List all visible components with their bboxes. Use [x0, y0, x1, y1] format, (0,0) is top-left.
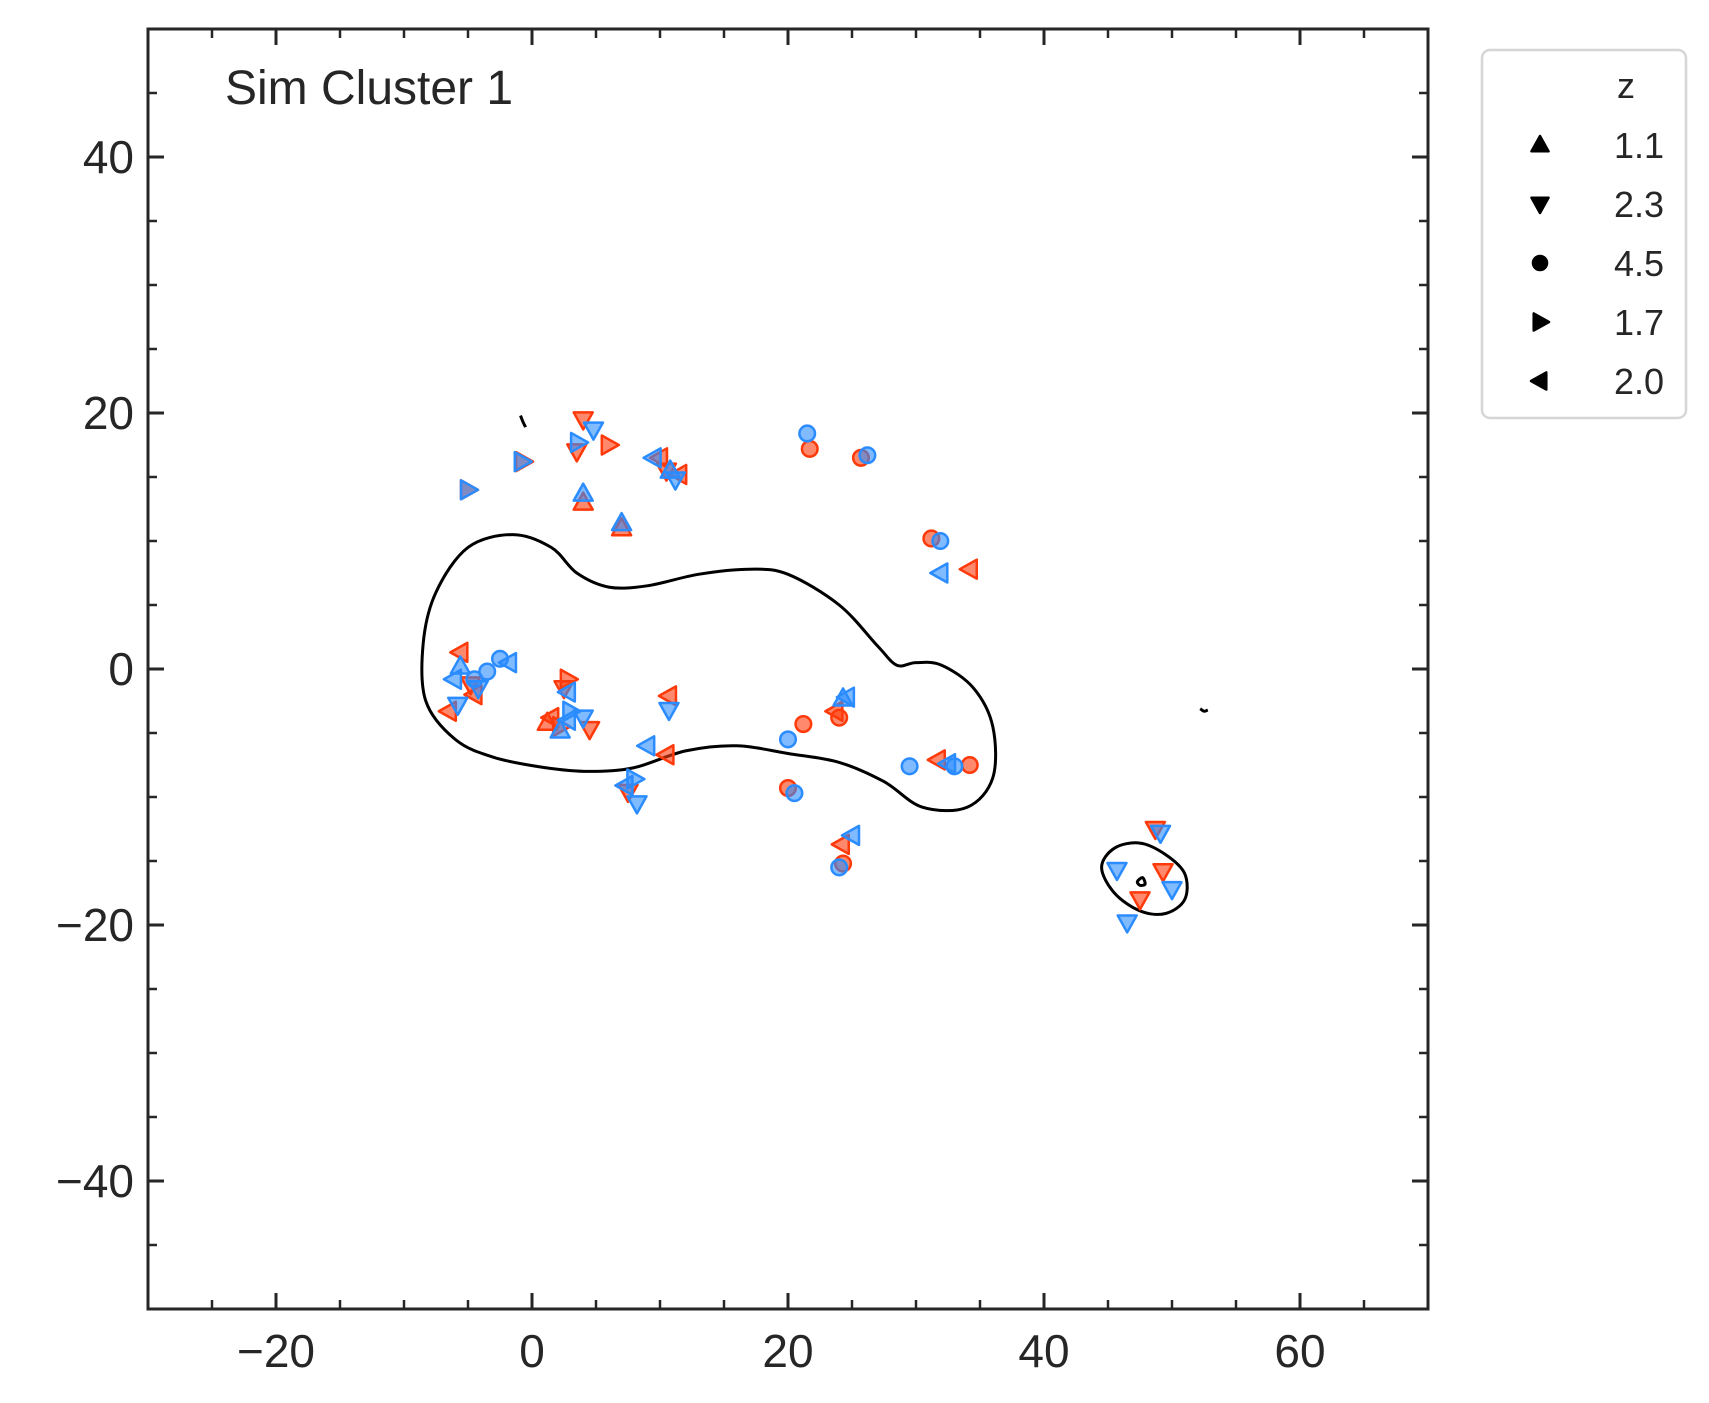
point-layer: [437, 411, 1183, 934]
x-tick-label: 20: [762, 1325, 813, 1377]
data-point-blue-triangle-up: [549, 719, 571, 739]
data-point-blue-circle: [858, 446, 877, 465]
data-point-blue-circle: [785, 784, 804, 803]
legend-label: 1.7: [1614, 302, 1664, 343]
plot-frame: [146, 27, 1430, 1311]
data-point-blue-triangle-left: [840, 824, 861, 847]
data-point-red-triangle-left: [830, 833, 851, 856]
x-tick-label: −20: [237, 1325, 315, 1377]
legend-entry: 4.5: [1531, 243, 1664, 284]
data-point-blue-triangle-down: [467, 679, 489, 700]
data-point-blue-triangle-down: [658, 701, 680, 722]
data-point-blue-triangle-down: [572, 709, 594, 729]
data-point-blue-triangle-right: [513, 450, 534, 473]
data-point-blue-circle: [778, 730, 798, 749]
chart-title: Sim Cluster 1: [225, 62, 513, 115]
data-point-red-triangle-left: [958, 558, 979, 580]
data-point-red-circle: [960, 755, 979, 775]
legend-label: 2.3: [1614, 184, 1664, 225]
series-blue: [442, 421, 1183, 934]
data-point-blue-circle: [830, 858, 849, 877]
x-tick-label: 0: [519, 1325, 545, 1377]
y-tick-label: −40: [56, 1155, 134, 1207]
legend-entry: 2.0: [1529, 361, 1664, 402]
legend-entries: 1.1 2.3 4.5 1.7 2.0: [1529, 125, 1664, 402]
legend-entry: 2.3: [1530, 184, 1664, 225]
legend-title: z: [1617, 65, 1635, 106]
data-point-blue-circle: [900, 757, 919, 776]
y-tick-label: 40: [83, 131, 134, 183]
data-point-red-circle: [794, 714, 813, 734]
data-point-blue-triangle-down: [1149, 824, 1172, 845]
y-tick-label: −20: [56, 899, 134, 951]
main-contour: [420, 533, 998, 813]
data-point-blue-triangle-right: [459, 479, 480, 501]
data-point-blue-triangle-left: [556, 709, 577, 731]
legend-label: 2.0: [1614, 361, 1664, 402]
tick-layer: −20 0 20 40 60 −40 −20 0 20 40: [56, 27, 1430, 1377]
legend-marker-circle: [1531, 254, 1549, 272]
data-point-blue-triangle-right: [569, 431, 590, 454]
data-point-red-triangle-right: [600, 434, 621, 456]
legend-marker-triangle-right: [1532, 312, 1551, 332]
data-point-blue-triangle-down: [664, 471, 687, 491]
data-point-blue-triangle-down: [1106, 861, 1128, 882]
y-tick-label: 20: [83, 387, 134, 439]
data-point-blue-circle: [478, 662, 497, 681]
contour-blob-small: [1135, 876, 1147, 887]
data-point-red-triangle-down: [1129, 891, 1151, 911]
data-point-blue-triangle-right: [626, 768, 646, 790]
data-point-blue-triangle-left: [635, 735, 656, 757]
data-point-blue-triangle-left: [642, 447, 662, 469]
legend-entry: 1.7: [1532, 302, 1664, 343]
data-point-blue-triangle-down: [1161, 880, 1183, 901]
legend: z 1.1 2.3 4.5 1.7 2.0: [1480, 48, 1688, 420]
data-point-blue-triangle-left: [936, 752, 957, 775]
data-point-blue-triangle-left: [835, 686, 856, 708]
legend-entry: 1.1: [1530, 125, 1664, 166]
data-point-blue-triangle-up: [610, 511, 633, 532]
data-point-blue-triangle-up: [572, 482, 594, 502]
data-point-red-triangle-down: [572, 411, 594, 431]
data-point-blue-triangle-left: [929, 562, 949, 584]
data-point-blue-triangle-left: [497, 651, 518, 674]
legend-label: 4.5: [1614, 243, 1664, 284]
data-point-red-circle: [800, 439, 819, 458]
data-point-red-triangle-left: [657, 685, 678, 707]
contour-blob-right: [1199, 707, 1209, 713]
data-point-red-triangle-left: [655, 744, 675, 766]
contour-layer: [420, 415, 1209, 916]
data-point-red-triangle-down: [1152, 862, 1174, 883]
x-tick-label: 40: [1018, 1325, 1069, 1377]
data-point-blue-circle: [798, 424, 817, 443]
data-point-blue-triangle-down: [626, 795, 648, 815]
data-point-blue-triangle-down: [582, 421, 605, 441]
x-tick-label: 60: [1274, 1325, 1325, 1377]
data-point-blue-circle: [931, 531, 950, 551]
legend-marker-triangle-down: [1530, 196, 1550, 215]
contour-blob-top: [519, 415, 527, 428]
data-point-blue-triangle-down: [447, 696, 469, 717]
small-contour: [1100, 841, 1189, 916]
y-tick-label: 0: [108, 643, 134, 695]
data-point-red-circle: [830, 708, 849, 727]
data-point-blue-triangle-up: [449, 655, 472, 675]
data-point-blue-triangle-left: [556, 681, 577, 703]
legend-marker-triangle-left: [1529, 371, 1548, 391]
data-point-blue-triangle-down: [1116, 914, 1138, 934]
legend-marker-triangle-up: [1530, 134, 1550, 153]
legend-label: 1.1: [1614, 125, 1664, 166]
